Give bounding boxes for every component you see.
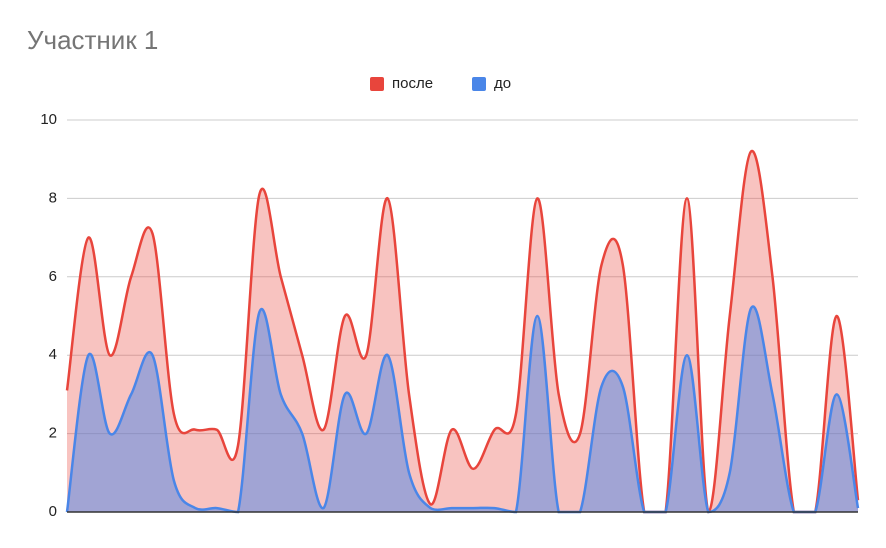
y-tick-label: 0 — [49, 503, 57, 520]
chart-title: Участник 1 — [27, 25, 158, 55]
legend-label: после — [392, 75, 433, 92]
y-tick-label: 10 — [40, 111, 57, 128]
y-tick-label: 6 — [49, 268, 57, 285]
area-fill — [67, 306, 858, 512]
y-tick-label: 8 — [49, 189, 57, 206]
area-line — [65, 150, 860, 514]
y-tick-label: 2 — [49, 425, 57, 442]
legend-label: до — [494, 75, 511, 92]
y-tick-label: 4 — [49, 346, 57, 363]
area-line — [65, 305, 860, 514]
legend-swatch — [472, 77, 486, 91]
legend-swatch — [370, 77, 384, 91]
